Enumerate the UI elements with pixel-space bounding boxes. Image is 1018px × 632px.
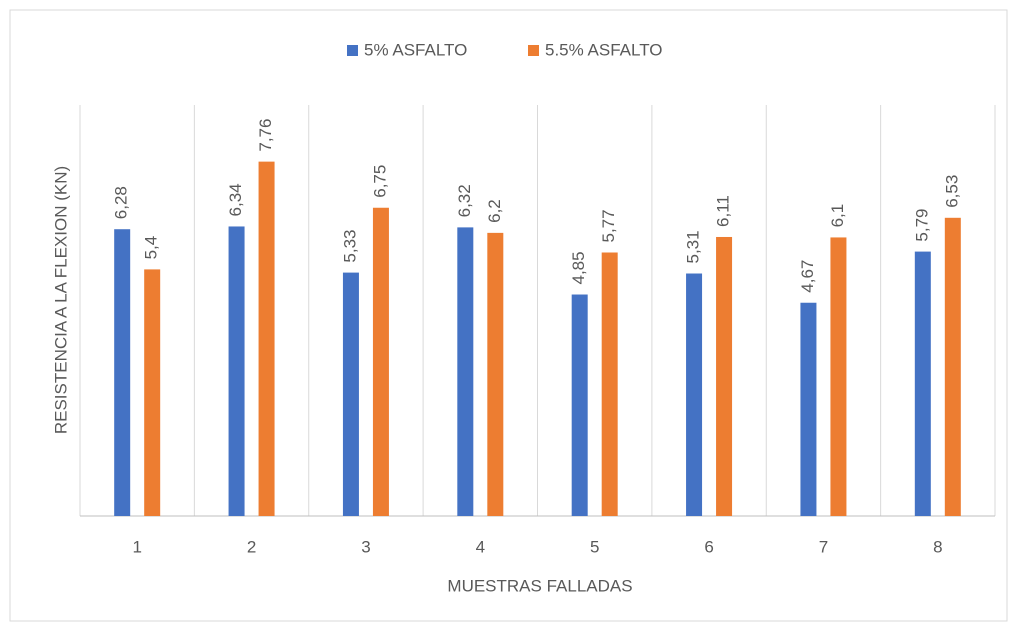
x-tick-label: 3 — [361, 537, 370, 556]
bar — [944, 217, 961, 516]
x-tick-label: 4 — [476, 537, 485, 556]
data-label: 6,2 — [485, 199, 504, 223]
y-axis-label: RESISTENCIA A LA FLEXION (KN) — [51, 166, 70, 434]
bar — [830, 237, 847, 516]
x-tick-label: 2 — [247, 537, 256, 556]
bar — [457, 227, 474, 517]
bar — [372, 207, 389, 516]
data-label: 6,53 — [942, 175, 961, 208]
x-tick-label: 1 — [132, 537, 141, 556]
data-label: 4,85 — [569, 251, 588, 284]
data-label: 7,76 — [256, 119, 275, 152]
data-label: 5,33 — [340, 230, 359, 263]
bar — [571, 294, 588, 516]
data-label: 5,77 — [599, 209, 618, 242]
x-axis-label: MUESTRAS FALLADAS — [447, 576, 632, 595]
data-label: 6,34 — [226, 183, 245, 216]
x-tick-label: 5 — [590, 537, 599, 556]
data-label: 6,11 — [714, 195, 733, 227]
bar — [686, 273, 703, 516]
bar — [114, 229, 131, 517]
data-label: 6,75 — [370, 165, 389, 198]
x-tick-label: 8 — [933, 537, 942, 556]
legend-swatch — [347, 45, 358, 56]
data-label: 4,67 — [798, 260, 817, 293]
x-tick-label: 6 — [704, 537, 713, 556]
data-label: 6,28 — [112, 186, 131, 219]
bar — [800, 302, 817, 516]
bar — [342, 272, 359, 516]
bar — [601, 252, 618, 516]
bar — [144, 269, 161, 516]
bar — [258, 161, 275, 517]
data-label: 5,4 — [142, 236, 161, 260]
legend-label: 5.5% ASFALTO — [545, 40, 663, 59]
bar — [487, 232, 504, 516]
bar — [914, 251, 931, 516]
legend-swatch — [528, 45, 539, 56]
data-label: 5,31 — [684, 230, 703, 263]
bar — [716, 236, 733, 516]
data-label: 6,1 — [828, 204, 847, 228]
bar — [228, 226, 245, 516]
legend-label: 5% ASFALTO — [364, 40, 467, 59]
data-label: 5,79 — [912, 208, 931, 241]
x-tick-label: 7 — [819, 537, 828, 556]
data-label: 6,32 — [455, 184, 474, 217]
